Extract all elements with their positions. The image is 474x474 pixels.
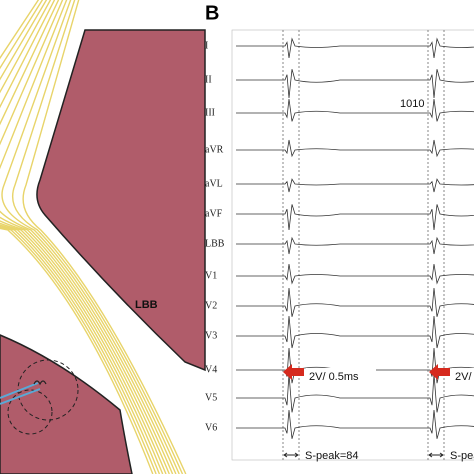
contour-line: [11, 0, 184, 474]
ecg-trace: [236, 263, 474, 285]
interval-arrow: [428, 452, 444, 458]
scale-label: 2V/ 0.5ms: [309, 371, 359, 383]
ecg-trace: [236, 178, 474, 193]
lead-label: aVF: [205, 208, 223, 219]
contour-lines: [0, 0, 187, 474]
scale-label: 2V/ 0.5ms: [455, 371, 474, 383]
contour-line: [0, 0, 154, 474]
region-label: LBB: [135, 299, 158, 311]
contour-line: [0, 0, 167, 474]
ecg-trace: [236, 37, 474, 59]
lead-label: V6: [205, 422, 217, 433]
lead-label: V2: [205, 300, 217, 311]
arrow: [429, 364, 450, 380]
s-peak-label: S-peak=84: [450, 450, 474, 462]
contour-line: [0, 0, 174, 474]
ecg-trace: [236, 69, 474, 99]
panel-label: B: [205, 2, 219, 24]
lead-label: II: [205, 74, 212, 85]
lead-helix: [33, 380, 47, 386]
lead-label: V5: [205, 392, 217, 403]
ecg-trace: [236, 315, 474, 349]
lead-label: aVR: [205, 144, 224, 155]
label-bg: [452, 368, 474, 384]
lead-label: aVL: [205, 178, 223, 189]
arrow: [283, 364, 304, 380]
lead-label: V3: [205, 330, 217, 341]
ecg-trace: [236, 98, 474, 122]
s-peak-label: S-peak=84: [305, 450, 359, 462]
contour-line: [0, 0, 161, 474]
lead-label: III: [205, 107, 215, 118]
contour-line: [0, 0, 164, 474]
ecg-trace: [236, 236, 474, 255]
timing-lines: [282, 30, 445, 462]
dashed-circle: [7, 389, 53, 435]
marker-label: 1010: [400, 98, 424, 110]
contour-line: [0, 0, 170, 474]
lbb-region: [36, 29, 206, 372]
septum-region: [0, 334, 133, 474]
contour-line: [0, 0, 157, 474]
ecg-trace: [236, 204, 474, 231]
panel-frame: [231, 29, 474, 461]
lead-label: V4: [205, 364, 217, 375]
ecg-trace: [236, 139, 474, 158]
contour-line: [1, 0, 180, 474]
contour-line: [0, 0, 177, 474]
interval-arrow: [283, 452, 299, 458]
ecg-trace: [236, 373, 474, 413]
contour-line: [22, 0, 187, 474]
pacing-lead: [0, 382, 41, 405]
ecg-trace: [236, 409, 474, 439]
lead-label: LBB: [205, 238, 225, 249]
left-panel: LBB: [0, 0, 206, 474]
ecg-trace: [236, 287, 474, 317]
lead-label: I: [205, 40, 208, 51]
lead-label: V1: [205, 270, 217, 281]
label-bg: [306, 368, 376, 384]
